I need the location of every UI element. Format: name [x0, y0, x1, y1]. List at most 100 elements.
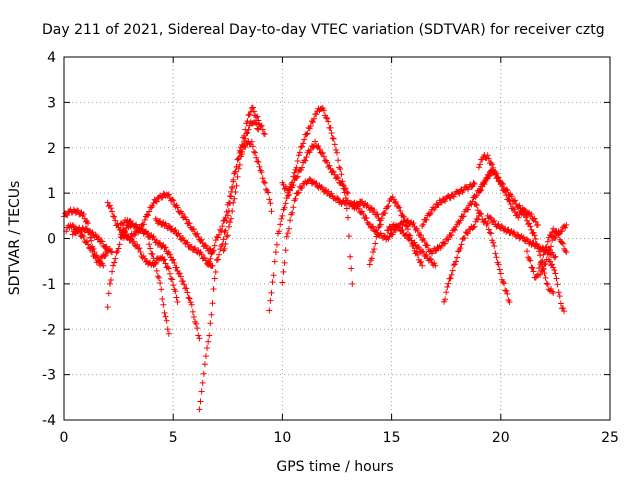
data-point: [552, 234, 559, 241]
data-point: [486, 214, 493, 221]
data-point: [291, 169, 298, 176]
data-point: [432, 262, 439, 269]
data-point: [222, 214, 229, 221]
data-point: [342, 185, 349, 192]
data-point: [544, 238, 551, 245]
data-point: [368, 255, 375, 262]
data-point: [448, 271, 455, 278]
data-point: [530, 268, 537, 275]
data-point: [244, 129, 251, 136]
data-point: [240, 144, 247, 151]
data-point: [533, 241, 540, 248]
data-point: [301, 136, 308, 143]
data-point: [221, 229, 228, 236]
y-tick-label: 1: [47, 186, 56, 202]
data-point: [478, 211, 485, 218]
data-point: [491, 168, 498, 175]
data-point: [158, 194, 165, 201]
data-point: [401, 217, 408, 224]
data-point: [320, 107, 327, 114]
data-point: [473, 192, 480, 199]
data-point: [423, 216, 430, 223]
series-track-14: [279, 138, 351, 198]
data-point: [165, 249, 172, 256]
data-point: [230, 199, 237, 206]
data-point: [80, 211, 87, 218]
data-point: [83, 225, 90, 232]
data-point: [295, 189, 302, 196]
series-track-7: [117, 225, 203, 342]
data-point: [127, 218, 134, 225]
data-point: [104, 304, 111, 311]
data-point: [231, 195, 238, 202]
data-point: [388, 225, 395, 232]
data-point: [268, 208, 275, 215]
data-point: [281, 259, 288, 266]
data-point: [110, 213, 117, 220]
series-track-6: [117, 190, 216, 256]
y-tick-label: 3: [47, 95, 56, 111]
data-point: [174, 204, 181, 211]
data-point: [158, 286, 165, 293]
data-point: [222, 240, 229, 247]
x-tick-label: 10: [273, 430, 291, 446]
data-point: [542, 274, 549, 281]
data-point: [161, 244, 168, 251]
data-point: [277, 221, 284, 228]
data-point: [374, 211, 381, 218]
data-point: [156, 274, 163, 281]
data-point: [242, 135, 249, 142]
data-point: [398, 227, 405, 234]
data-point: [385, 236, 392, 243]
data-point: [243, 130, 250, 137]
data-point: [421, 238, 428, 245]
data-point: [100, 262, 107, 269]
data-point: [344, 190, 351, 197]
series-track-18: [419, 179, 478, 230]
data-point: [207, 320, 214, 327]
data-point: [209, 247, 216, 254]
data-point: [456, 190, 463, 197]
series-track-8: [152, 215, 216, 269]
data-point: [141, 217, 148, 224]
data-point: [343, 189, 350, 196]
data-point: [364, 201, 371, 208]
data-point: [299, 184, 306, 191]
data-point: [105, 290, 112, 297]
data-point: [520, 234, 527, 241]
data-point: [126, 235, 133, 242]
data-point: [495, 174, 502, 181]
data-point: [207, 255, 214, 262]
data-point: [442, 296, 449, 303]
data-point: [404, 226, 411, 233]
data-point: [251, 108, 258, 115]
data-point: [391, 199, 398, 206]
data-point: [457, 245, 464, 252]
data-point: [294, 173, 301, 180]
data-point: [228, 215, 235, 222]
data-point: [557, 300, 564, 307]
data-point: [511, 197, 518, 204]
data-point: [563, 249, 570, 256]
data-point: [506, 299, 513, 306]
data-point: [186, 220, 193, 227]
data-point: [347, 253, 354, 260]
data-point: [355, 205, 362, 212]
data-point: [270, 272, 277, 279]
data-point: [299, 164, 306, 171]
data-point: [542, 244, 549, 251]
data-point: [220, 236, 227, 243]
data-point: [329, 168, 336, 175]
data-point: [477, 186, 484, 193]
data-point: [249, 104, 256, 111]
data-point: [485, 226, 492, 233]
data-point: [165, 222, 172, 229]
data-point: [224, 232, 231, 239]
data-point: [206, 332, 213, 339]
data-point: [532, 274, 539, 281]
data-point: [143, 211, 150, 218]
data-point: [414, 251, 421, 258]
data-point: [255, 126, 262, 133]
data-point: [202, 353, 209, 360]
data-point: [190, 313, 197, 320]
